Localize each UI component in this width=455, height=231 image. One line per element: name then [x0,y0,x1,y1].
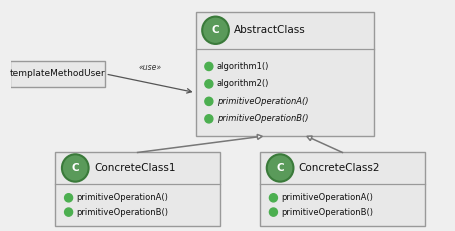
Ellipse shape [269,194,277,202]
FancyBboxPatch shape [10,61,105,87]
Ellipse shape [65,208,72,216]
Ellipse shape [202,17,228,44]
Text: primitiveOperationB(): primitiveOperationB() [217,114,308,123]
Ellipse shape [269,208,277,216]
FancyBboxPatch shape [55,152,219,226]
Text: primitiveOperationA(): primitiveOperationA() [217,97,308,106]
Text: primitiveOperationB(): primitiveOperationB() [281,208,373,217]
Text: algorithm1(): algorithm1() [217,62,268,71]
Text: C: C [71,163,79,173]
Text: «use»: «use» [139,63,162,72]
Polygon shape [306,136,312,141]
Text: C: C [211,25,219,35]
Ellipse shape [204,115,212,123]
Polygon shape [257,134,262,139]
Text: templateMethodUser: templateMethodUser [10,70,105,78]
Ellipse shape [62,154,88,182]
Text: ConcreteClass1: ConcreteClass1 [94,163,175,173]
FancyBboxPatch shape [195,12,373,136]
Text: primitiveOperationA(): primitiveOperationA() [76,193,168,202]
Text: primitiveOperationB(): primitiveOperationB() [76,208,168,217]
Ellipse shape [266,154,293,182]
Ellipse shape [204,62,212,70]
Ellipse shape [204,80,212,88]
Ellipse shape [204,97,212,106]
Text: ConcreteClass2: ConcreteClass2 [298,163,379,173]
Ellipse shape [65,194,72,202]
Text: C: C [276,163,283,173]
Text: primitiveOperationA(): primitiveOperationA() [281,193,373,202]
Text: AbstractClass: AbstractClass [234,25,305,35]
FancyBboxPatch shape [259,152,424,226]
Text: algorithm2(): algorithm2() [217,79,268,88]
